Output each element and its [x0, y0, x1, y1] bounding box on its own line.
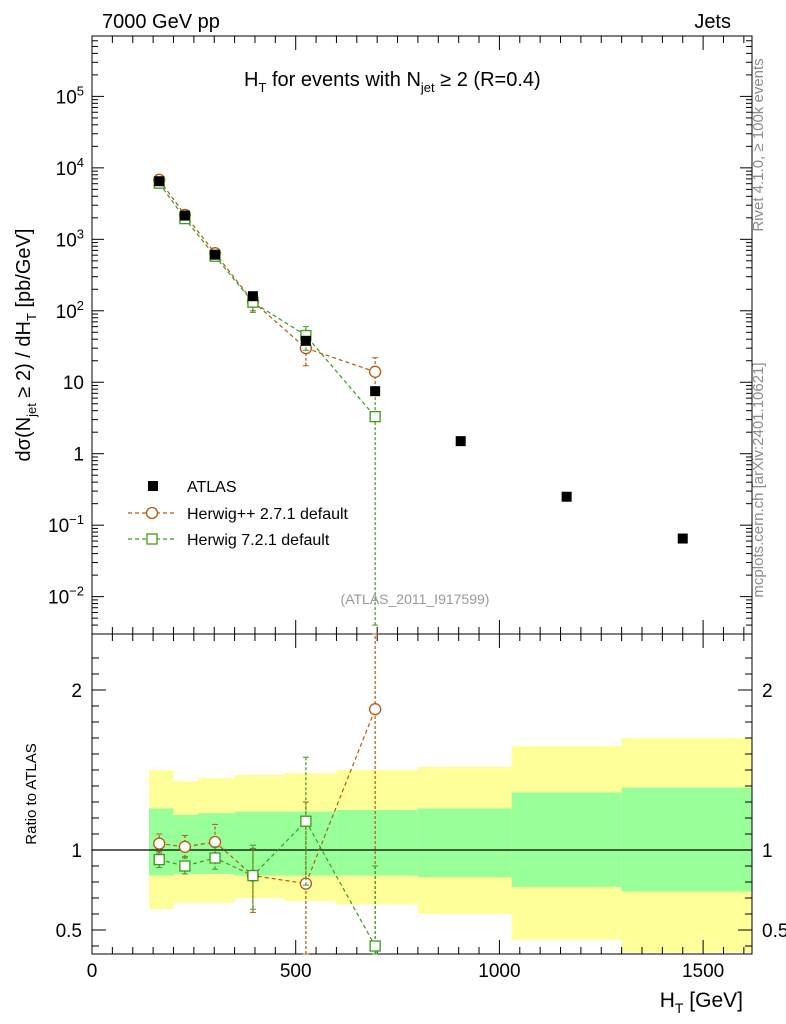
ratio-y-tick-label-left: 0.5 — [56, 921, 82, 942]
ratio-y-tick-label-left: 2 — [71, 681, 82, 702]
ratio-y-tick-label-right: 1 — [762, 841, 773, 862]
atlas-data-point — [455, 436, 466, 447]
x-tick-label: 1000 — [478, 961, 520, 982]
atlas-data-point — [179, 210, 190, 221]
ratio-plot-frame — [91, 633, 753, 955]
ratio-herwig7-marker — [209, 852, 221, 864]
x-tick-label: 1500 — [682, 961, 724, 982]
herwig7-marker — [369, 411, 381, 423]
ratio-y-axis-label: Ratio to ATLAS — [23, 743, 40, 844]
main-y-tick-label: 10 — [63, 373, 84, 394]
legend-label-atlas: ATLAS — [187, 479, 237, 496]
ratio-herwigpp-marker — [368, 703, 382, 716]
ratio-herwig7-marker — [179, 860, 191, 872]
ratio-herwig7-marker — [153, 853, 165, 866]
atlas-data-point — [247, 291, 258, 302]
ratio-uncertainty-band-inner — [336, 810, 418, 876]
main-y-tick-label: 1 — [73, 445, 84, 466]
ratio-panel: 0.5 0.5 1 1 2 2 0 500 1000 1500 Ratio to ATLAS HT… — [23, 633, 786, 1016]
ratio-uncertainty-band-inner — [621, 787, 752, 892]
atlas-data-point — [677, 533, 688, 544]
x-tick-label: 0 — [87, 961, 98, 982]
herwigpp-line — [158, 179, 376, 373]
main-y-tick-label: 103 — [56, 226, 84, 251]
x-axis-label: HT [GeV] — [660, 989, 743, 1016]
ratio-herwig7-marker — [247, 869, 259, 882]
legend: ATLAS Herwig++ 2.7.1 default Herwig 7.2.… — [128, 479, 349, 549]
ratio-herwigpp-marker — [153, 837, 166, 850]
herwig7-line — [158, 182, 376, 418]
legend-label-herwigpp: Herwig++ 2.7.1 default — [187, 506, 349, 523]
ratio-herwig7-marker — [369, 940, 381, 952]
mcplots-credit: mcplots.cern.ch [arXiv:2401.10621] — [750, 362, 767, 597]
ratio-herwigpp-marker — [208, 835, 222, 849]
ratio-uncertainty-band-inner — [234, 811, 284, 876]
atlas-data-point — [370, 386, 381, 397]
legend-marker-herwig7 — [146, 533, 158, 545]
ratio-y-tick-label-left: 1 — [71, 841, 82, 862]
main-panel: 10−2 10−1 1 10 102 103 104 105 HT for events wi… — [13, 35, 753, 635]
main-y-tick-label: 10−1 — [48, 512, 84, 537]
legend-marker-herwigpp — [145, 506, 159, 520]
atlas-data-point — [561, 491, 572, 502]
atlas-data-point — [154, 176, 165, 187]
legend-marker-atlas — [148, 481, 158, 491]
main-y-tick-label: 102 — [56, 298, 84, 323]
main-y-axis-label: dσ(Njet ≥ 2) / dHT [pb/GeV] — [13, 229, 39, 462]
ratio-uncertainty-band-inner — [511, 792, 622, 887]
x-tick-label: 500 — [280, 961, 312, 982]
legend-label-herwig7: Herwig 7.2.1 default — [187, 532, 330, 549]
herwigpp-marker — [368, 365, 382, 378]
ratio-herwig7-marker — [300, 815, 312, 827]
rivet-version-label: Rivet 4.1.0, ≥ 100k events — [750, 58, 767, 231]
analysis-watermark: (ATLAS_2011_I917599) — [341, 591, 490, 607]
atlas-data-point — [210, 249, 221, 260]
ratio-herwigpp-marker — [178, 840, 192, 853]
main-y-tick-label: 10−2 — [48, 584, 84, 609]
main-y-tick-label: 104 — [56, 155, 84, 180]
ratio-y-tick-label-right: 2 — [762, 681, 773, 702]
beam-label: 7000 GeV pp — [102, 11, 220, 33]
analysis-label: Jets — [694, 11, 731, 33]
ratio-uncertainty-band-inner — [417, 808, 512, 878]
ratio-y-tick-label-right: 0.5 — [762, 921, 786, 942]
main-title: HT for events with Njet ≥ 2 (R=0.4) — [244, 69, 541, 95]
atlas-data-point — [300, 335, 311, 346]
main-y-tick-label: 105 — [56, 83, 84, 108]
